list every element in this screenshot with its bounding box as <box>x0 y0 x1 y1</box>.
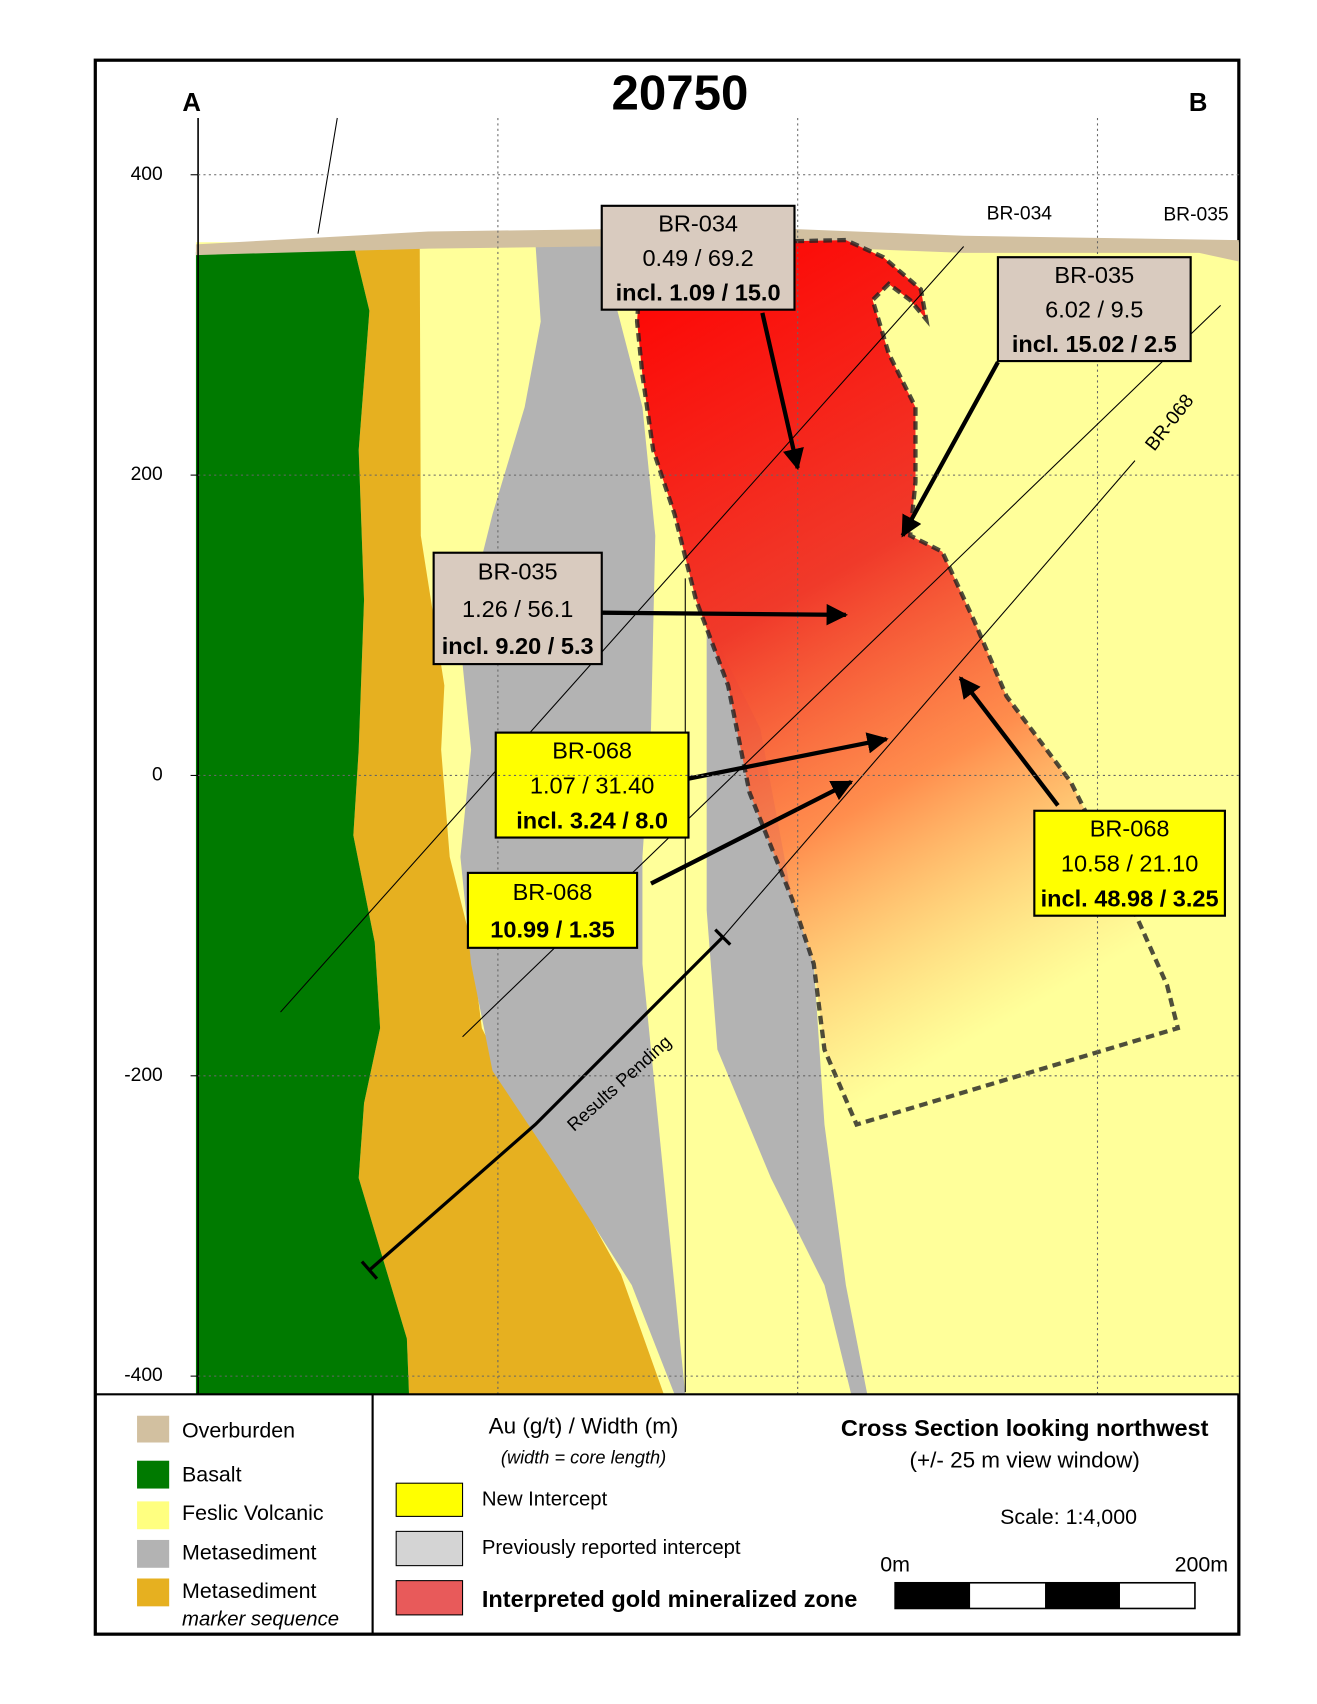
callout-incl: incl. 9.20 / 5.3 <box>442 633 594 659</box>
callout-incl: incl. 48.98 / 3.25 <box>1041 886 1219 912</box>
swatch <box>395 1482 464 1517</box>
arrow <box>650 779 854 886</box>
scale-bar-segment <box>1045 1582 1120 1609</box>
y-tick-label: 400 <box>131 164 163 185</box>
callout-hole: BR-068 <box>1090 816 1170 842</box>
swatch <box>137 1415 170 1443</box>
callout-result: 6.02 / 9.5 <box>1045 296 1143 322</box>
title: 20750 <box>611 66 748 121</box>
y-tick-label: 0 <box>152 765 163 786</box>
legend-label: Metasediment <box>182 1579 317 1603</box>
callout-result: 10.99 / 1.35 <box>490 916 614 942</box>
y-tick-label: -400 <box>124 1365 163 1386</box>
legend-label: Feslic Volcanic <box>182 1501 324 1525</box>
callout-hole: BR-035 <box>478 559 558 585</box>
callout-box <box>996 256 1192 363</box>
legend-label: Basalt <box>182 1462 242 1486</box>
drill-hole <box>280 246 965 1013</box>
arrow <box>688 732 889 781</box>
callout-result: 1.26 / 56.1 <box>462 596 573 622</box>
callout-hole: BR-035 <box>1054 262 1134 288</box>
swatch <box>137 1539 170 1568</box>
y-ticks: 400 200 0 -200 -400 <box>124 164 1239 1386</box>
swatch <box>137 1460 170 1489</box>
callout-box <box>1033 809 1226 917</box>
callout-result: 1.07 / 31.40 <box>530 772 654 798</box>
key-label: Interpreted gold mineralized zone <box>482 1586 858 1612</box>
metasediment-marker <box>353 242 664 1395</box>
swatch <box>137 1578 170 1607</box>
info-window: (+/- 25 m view window) <box>910 1448 1140 1473</box>
callout-hole: BR-034 <box>658 210 738 236</box>
arrow <box>760 312 804 471</box>
callout-result: 0.49 / 69.2 <box>642 245 753 271</box>
key-heading: Au (g/t) / Width (m) <box>489 1413 679 1438</box>
arrow <box>601 603 849 626</box>
drill-hole-pending <box>368 935 724 1272</box>
legend-note: marker sequence <box>182 1609 339 1631</box>
legend-label: Metasediment <box>182 1541 317 1565</box>
section-info: Cross Section looking northwest (+/- 25 … <box>841 1415 1229 1610</box>
callout-hole: BR-068 <box>513 879 593 905</box>
swatch <box>395 1530 464 1567</box>
section-end: B <box>1189 89 1208 117</box>
hole-end <box>360 1260 379 1280</box>
key-label: Previously reported intercept <box>482 1537 741 1559</box>
section-end: A <box>182 89 201 117</box>
callout-incl: incl. 1.09 / 15.0 <box>616 280 781 306</box>
key-note: (width = core length) <box>501 1447 666 1467</box>
swatch <box>137 1501 170 1530</box>
drill-hole <box>722 460 1136 938</box>
callout-result: 10.58 / 21.10 <box>1061 851 1198 877</box>
info-scale: Scale: 1:4,000 <box>1000 1505 1137 1529</box>
callout-box <box>466 871 639 949</box>
key: Au (g/t) / Width (m) (width = core lengt… <box>395 1413 858 1616</box>
arrows <box>601 312 1060 886</box>
callout-box <box>600 204 796 311</box>
info-title: Cross Section looking northwest <box>841 1415 1209 1441</box>
basalt <box>195 244 410 1395</box>
hole-label: BR-035 <box>1163 205 1228 226</box>
legend: Overburden Basalt Feslic Volcanic Metase… <box>137 1415 339 1631</box>
metasediment <box>706 621 868 1395</box>
scale-start: 0m <box>880 1552 910 1576</box>
legend-label: Overburden <box>182 1418 295 1442</box>
callout-box <box>494 731 690 839</box>
hole-end <box>714 928 732 946</box>
swatch <box>395 1580 464 1616</box>
callout-incl: incl. 3.24 / 8.0 <box>516 807 668 833</box>
y-tick-label: -200 <box>124 1065 163 1086</box>
callout-hole: BR-068 <box>552 737 632 763</box>
key-label: New Intercept <box>482 1489 608 1511</box>
callout-incl: incl. 15.02 / 2.5 <box>1012 331 1177 357</box>
arrow <box>900 361 1000 538</box>
scale-bar-segment <box>895 1582 971 1609</box>
callout-box <box>432 551 603 666</box>
callouts: BR-034 0.49 / 69.2 incl. 1.09 / 15.0 BR-035… <box>432 204 1226 949</box>
y-tick-label: 200 <box>131 464 163 485</box>
arrow <box>958 676 1060 807</box>
collar-line <box>317 117 338 234</box>
hole-label: BR-034 <box>987 203 1053 224</box>
scale-end: 200m <box>1175 1552 1229 1576</box>
